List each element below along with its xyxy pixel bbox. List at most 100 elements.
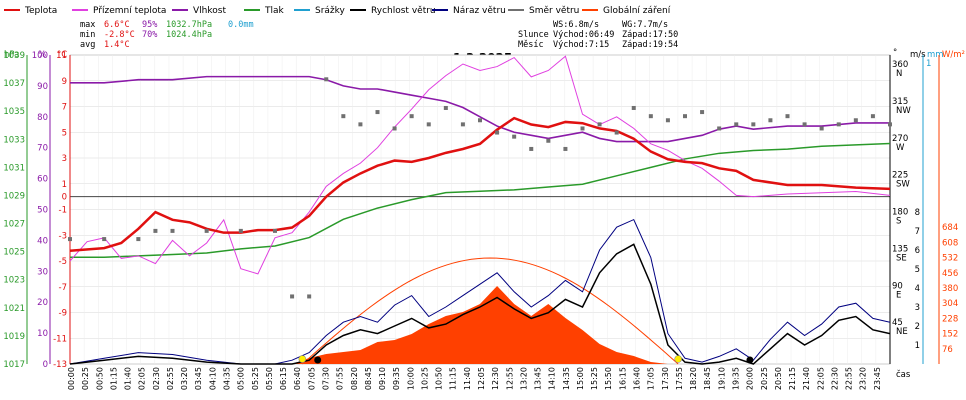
- hpa-tick: 1035: [3, 107, 25, 117]
- x-tick: 00:50: [95, 367, 104, 390]
- sun-marker: [298, 355, 307, 363]
- direction-point: [888, 122, 892, 127]
- x-tick: 18:45: [703, 367, 712, 390]
- x-tick: 19:35: [731, 367, 740, 390]
- series-vlhkost: [70, 75, 890, 143]
- direction-point: [460, 122, 465, 127]
- ms-tick: 8: [915, 208, 920, 218]
- wm2-tick: 380: [942, 284, 958, 294]
- axis-title-ms: m/s: [910, 50, 926, 60]
- direction-point: [597, 122, 602, 127]
- pct-tick: 0: [43, 360, 48, 370]
- direction-point: [273, 228, 277, 233]
- legend-teplota: Teplota: [24, 6, 57, 16]
- degc-zero-tick: 0: [62, 193, 67, 203]
- direction-point: [819, 126, 824, 131]
- x-tick: 13:45: [534, 367, 543, 390]
- degc-tick: 7: [62, 103, 67, 113]
- hpa-tick: 1017: [3, 360, 25, 370]
- direction-point: [307, 294, 312, 299]
- direction-point: [700, 110, 705, 115]
- direction-point: [717, 126, 722, 131]
- ms-tick: 7: [915, 227, 920, 237]
- stats-min-press: 1024.4hPa: [166, 30, 212, 40]
- x-tick: 01:40: [124, 367, 133, 390]
- dir-tick: 45: [892, 318, 903, 328]
- direction-point: [170, 228, 175, 233]
- pct-tick: 90: [37, 82, 48, 92]
- x-tick: 18:20: [689, 367, 698, 390]
- pct-tick: 100: [32, 51, 48, 61]
- degc-tick: -13: [53, 360, 67, 370]
- x-tick: 10:00: [406, 367, 415, 390]
- direction-point: [529, 146, 534, 151]
- dir-name-tick: N: [896, 69, 902, 79]
- dir-tick: 90: [892, 281, 903, 291]
- direction-point: [512, 134, 517, 139]
- direction-point: [768, 118, 773, 123]
- dir-name-tick: S: [896, 217, 901, 227]
- x-tick: 10:50: [435, 367, 444, 390]
- degc-tick: -7: [59, 283, 67, 293]
- x-tick: 12:30: [491, 367, 500, 390]
- direction-point: [631, 105, 636, 110]
- stats-max-temp: 6.6°C: [104, 20, 130, 30]
- slunce-rise: Východ:06:49: [553, 30, 614, 40]
- dir-name-tick: W: [896, 143, 905, 153]
- x-tick: 21:15: [788, 367, 797, 390]
- legend-srazky: Srážky: [315, 6, 346, 16]
- direction-point: [358, 122, 363, 127]
- x-tick: 10:25: [420, 367, 429, 390]
- direction-point: [290, 294, 295, 299]
- direction-point: [392, 126, 397, 131]
- x-tick: 11:15: [449, 367, 458, 390]
- wind-wg: WG:7.7m/s: [622, 20, 668, 30]
- stats-min-label: min: [80, 30, 95, 40]
- wm2-tick: 532: [942, 254, 958, 264]
- ms-tick: 4: [915, 284, 920, 294]
- x-tick: 22:55: [845, 367, 854, 390]
- stats-min-temp: -2.8°C: [104, 30, 135, 40]
- pct-tick: 40: [37, 236, 48, 246]
- direction-point: [153, 228, 158, 233]
- hpa-tick: 1039: [3, 51, 25, 61]
- legend-vlhkost: Vlhkost: [193, 6, 226, 16]
- legend-rychlost-vetru: Rychlost větru: [371, 6, 436, 16]
- stats-max-hum: 95%: [142, 20, 157, 30]
- direction-point: [853, 118, 858, 123]
- stats-avg-temp: 1.4°C: [104, 40, 130, 50]
- hpa-tick: 1019: [3, 332, 25, 342]
- wind-ws: WS:6.8m/s: [553, 20, 599, 30]
- legend-smer-vetru: Směr větru: [529, 6, 579, 16]
- axis-title-wm2: W/m²: [942, 50, 965, 60]
- moon-marker: [314, 356, 322, 364]
- ms-tick: 3: [915, 303, 920, 313]
- moon-marker: [746, 356, 754, 364]
- hpa-tick: 1021: [3, 304, 25, 314]
- x-tick: 21:40: [802, 367, 811, 390]
- x-tick: 07:05: [307, 367, 316, 390]
- direction-point: [426, 122, 431, 127]
- pct-tick: 70: [37, 144, 48, 154]
- direction-point: [324, 77, 329, 82]
- mesic-set: Západ:19:54: [622, 40, 678, 50]
- axis-title-time: čas: [896, 369, 911, 380]
- dir-tick: 360: [892, 60, 908, 70]
- direction-point: [204, 228, 209, 233]
- degc-tick: -3: [59, 231, 67, 241]
- degc-tick: 9: [62, 77, 67, 87]
- degc-tick: 1: [62, 180, 67, 190]
- x-tick: 06:15: [279, 367, 288, 390]
- x-tick: 12:05: [477, 367, 486, 390]
- x-tick: 04:10: [208, 367, 217, 390]
- direction-point: [580, 126, 585, 131]
- axes-layer: 1039103710351033103110291027102510231021…: [3, 51, 958, 390]
- x-tick: 15:50: [604, 367, 613, 390]
- direction-point: [136, 237, 141, 242]
- dir-tick: 135: [892, 244, 908, 254]
- dir-name-tick: SW: [896, 180, 910, 190]
- legend-naraz-vetru: Náraz větru: [453, 6, 506, 16]
- hpa-tick: 1031: [3, 163, 25, 173]
- direction-point: [836, 122, 841, 127]
